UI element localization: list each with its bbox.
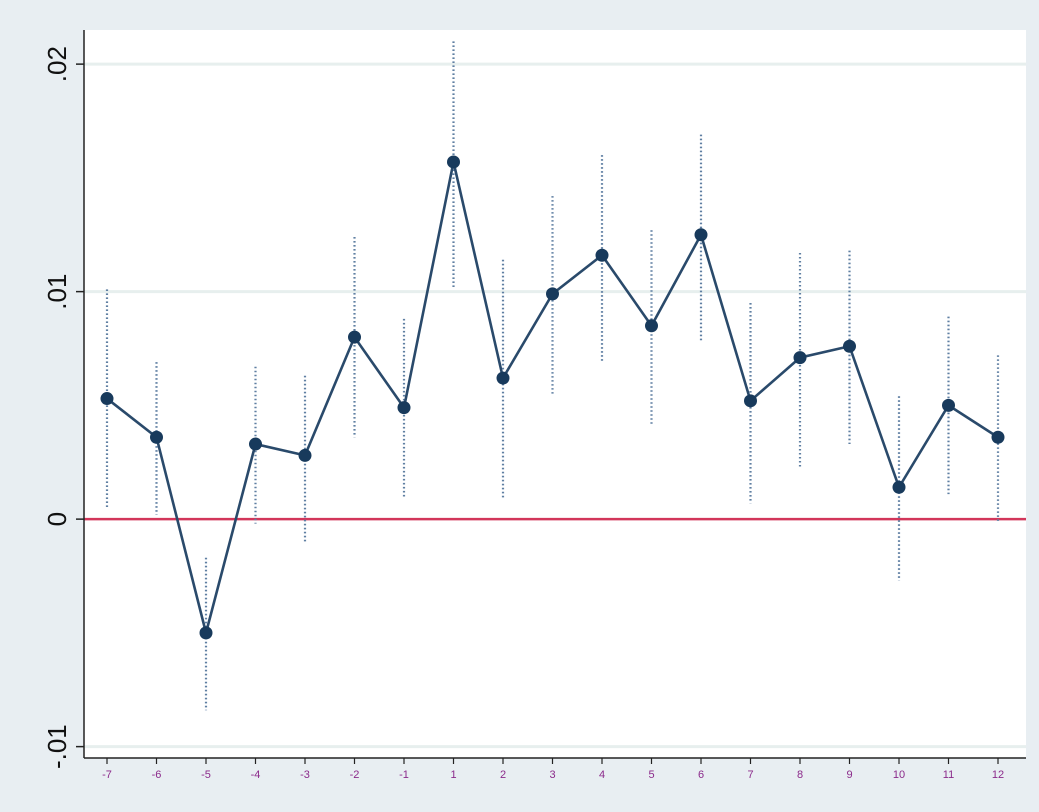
data-point-17 <box>942 398 955 412</box>
x-tick-label-8: 2 <box>500 769 506 781</box>
x-tick-label-11: 5 <box>648 769 654 781</box>
y-tick-label-1: 0 <box>42 512 72 526</box>
data-point-0 <box>100 392 114 406</box>
x-tick-label-3: -4 <box>251 769 261 781</box>
x-tick-label-6: -1 <box>399 769 409 781</box>
data-point-6 <box>397 401 411 415</box>
x-tick-label-13: 7 <box>747 769 753 781</box>
data-point-14 <box>793 351 807 365</box>
x-tick-label-10: 4 <box>599 769 605 781</box>
x-tick-label-14: 8 <box>797 769 803 781</box>
y-axis-ticks: -.01 0 .01 .02 <box>42 46 84 769</box>
data-point-5 <box>348 330 361 344</box>
data-point-16 <box>892 480 906 494</box>
y-tick-label-2: .01 <box>42 274 72 310</box>
y-tick-label-0: -.01 <box>42 724 72 769</box>
data-point-15 <box>843 339 856 353</box>
x-axis-ticks: -7 -6 -5 -4 -3 -2 -1 1 2 3 4 5 6 7 8 9 10 11 12 <box>102 758 1004 781</box>
x-tick-label-16: 10 <box>893 769 905 781</box>
x-tick-label-0: -7 <box>102 769 112 781</box>
data-point-7 <box>447 155 460 169</box>
x-tick-label-2: -5 <box>201 769 211 781</box>
x-tick-label-7: 1 <box>450 769 456 781</box>
data-point-8 <box>496 371 510 385</box>
data-point-2 <box>199 626 213 640</box>
y-tick-label-3: .02 <box>42 46 72 82</box>
x-tick-label-15: 9 <box>846 769 852 781</box>
x-tick-label-1: -6 <box>152 769 162 781</box>
data-point-10 <box>595 248 609 262</box>
data-point-1 <box>150 430 163 444</box>
data-point-3 <box>249 437 262 451</box>
data-points <box>100 155 1005 640</box>
data-point-4 <box>298 448 312 462</box>
data-point-13 <box>744 394 757 408</box>
x-tick-label-9: 3 <box>549 769 555 781</box>
data-point-9 <box>546 287 559 301</box>
data-point-12 <box>694 228 708 242</box>
data-point-18 <box>991 430 1005 444</box>
x-tick-label-12: 6 <box>698 769 704 781</box>
x-tick-label-4: -3 <box>300 769 310 781</box>
x-tick-label-17: 11 <box>943 769 954 781</box>
x-tick-label-18: 12 <box>992 769 1004 781</box>
plot-area <box>84 30 1026 758</box>
data-point-11 <box>645 319 658 333</box>
x-tick-label-5: -2 <box>350 769 360 781</box>
